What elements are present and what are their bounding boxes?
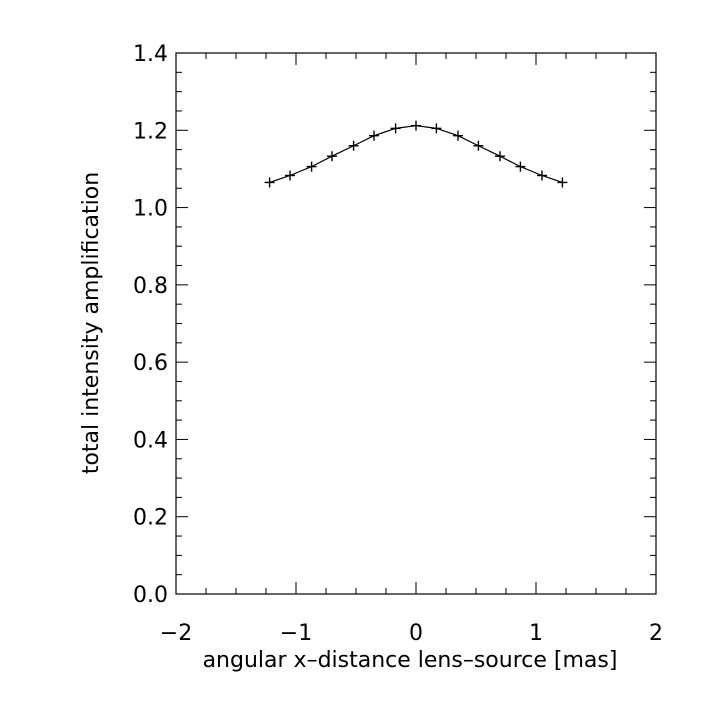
series-amplification: [264, 120, 568, 188]
x-tick-label: 0: [409, 621, 423, 646]
data-point-marker: [327, 151, 337, 162]
data-point-marker: [495, 151, 505, 162]
data-point-marker: [264, 177, 275, 188]
series-line: [269, 125, 563, 184]
y-tick-label: 0.4: [133, 428, 168, 453]
data-point-marker: [306, 161, 317, 172]
data-point-marker: [285, 170, 295, 181]
data-point-marker: [453, 130, 463, 141]
data-point-marker: [348, 140, 359, 151]
axis-ticks: [175, 52, 657, 595]
y-tick-label: 0.0: [133, 583, 168, 608]
y-tick-label: 0.2: [133, 506, 168, 531]
x-axis-label: angular x–distance lens–source [mas]: [203, 648, 618, 673]
data-point-marker: [431, 123, 442, 134]
data-point-marker: [515, 161, 526, 172]
x-tick-label: −1: [280, 621, 312, 646]
x-tick-label: −2: [160, 621, 192, 646]
data-point-marker: [557, 177, 568, 188]
data-point-marker: [390, 123, 401, 134]
data-point-marker: [537, 170, 547, 181]
y-tick-labels: 0.0 0.2 0.4 0.6 0.8 1.0 1.2 1.4: [133, 42, 168, 608]
y-tick-label: 1.2: [133, 119, 168, 144]
data-point-marker: [473, 140, 484, 151]
x-tick-label: 2: [649, 621, 663, 646]
plot-frame: [175, 52, 657, 595]
data-point-marker: [411, 120, 421, 131]
y-tick-label: 1.0: [133, 197, 168, 222]
y-tick-label: 1.4: [133, 42, 168, 67]
x-tick-label: 1: [529, 621, 543, 646]
x-tick-labels: −2 −1 0 1 2: [160, 621, 663, 646]
y-axis-label: total intensity amplification: [79, 172, 104, 474]
data-point-marker: [369, 130, 379, 141]
y-tick-label: 0.8: [133, 274, 168, 299]
y-tick-label: 0.6: [133, 351, 168, 376]
